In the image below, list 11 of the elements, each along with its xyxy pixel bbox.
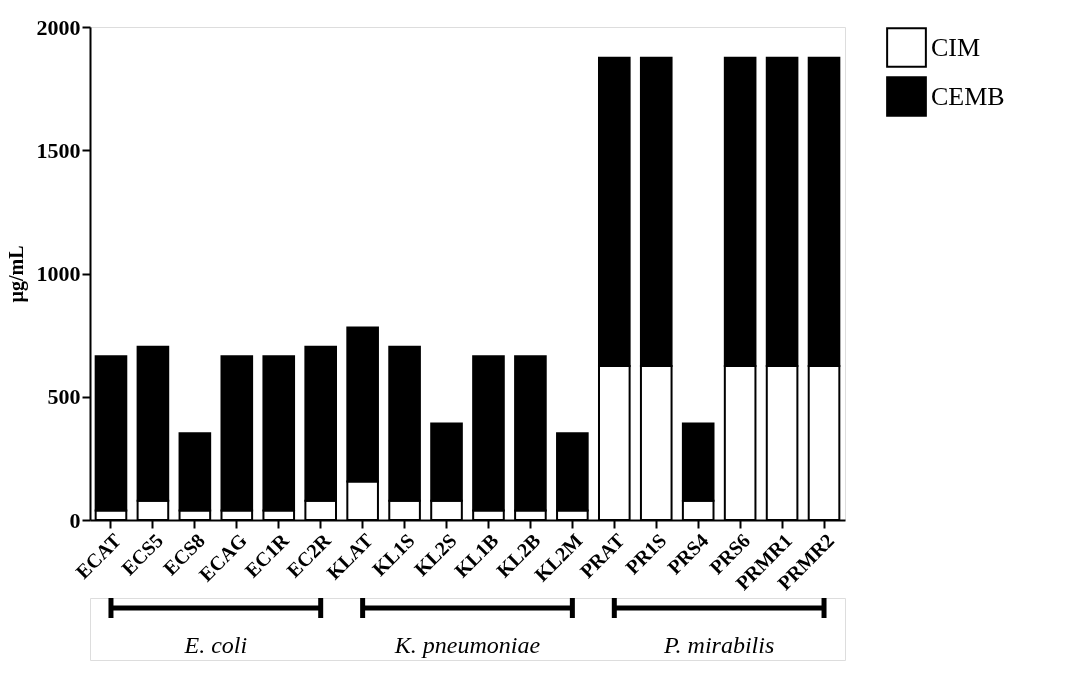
text: E. coli bbox=[183, 632, 248, 658]
y-tick-label: 0 bbox=[69, 507, 81, 533]
legend-label: CIM bbox=[931, 32, 981, 62]
y-tick-label: 500 bbox=[47, 384, 81, 410]
text: K. pneumoniae bbox=[393, 632, 541, 658]
y-tick-label: 2000 bbox=[36, 14, 81, 40]
y-axis-title: µg/mL bbox=[4, 245, 28, 303]
text: P. mirabilis bbox=[663, 632, 775, 658]
y-tick-label: 1000 bbox=[36, 261, 81, 286]
y-tick-label: 1500 bbox=[36, 137, 81, 163]
legend-label: CEMB bbox=[931, 81, 1005, 111]
